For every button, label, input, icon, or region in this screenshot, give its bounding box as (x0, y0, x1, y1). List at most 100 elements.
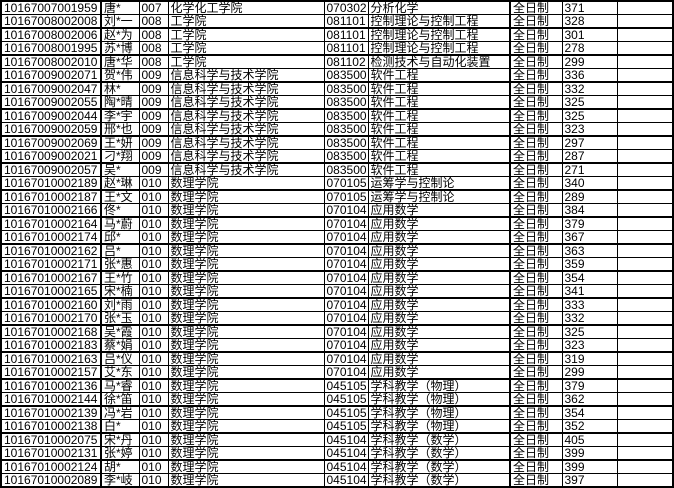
cell-major-name: 应用数学 (367, 351, 511, 366)
cell-id: 10167009002055 (0, 95, 102, 110)
cell-major-name: 应用数学 (367, 284, 511, 299)
cell-note (616, 27, 674, 42)
cell-note (616, 297, 674, 312)
cell-dept-name: 信息科学与技术学院 (167, 81, 325, 96)
cell-score: 325 (561, 95, 618, 110)
cell-name: 徐*笛 (100, 392, 140, 407)
cell-name: 邢*也 (100, 122, 140, 137)
cell-major-code: 070104 (323, 351, 369, 366)
cell-major-name: 学科教学（数学） (367, 446, 511, 461)
cell-score: 397 (561, 473, 618, 488)
cell-score: 379 (561, 378, 618, 393)
cell-score: 359 (561, 257, 618, 272)
cell-dept-code: 010 (138, 230, 169, 245)
cell-id: 10167009002069 (0, 135, 102, 150)
cell-id: 10167008002008 (0, 14, 102, 29)
cell-score: 323 (561, 338, 618, 353)
cell-dept-code: 010 (138, 419, 169, 434)
cell-study-mode: 全日制 (509, 122, 563, 137)
cell-study-mode: 全日制 (509, 257, 563, 272)
cell-major-name: 应用数学 (367, 338, 511, 353)
cell-dept-code: 010 (138, 189, 169, 204)
cell-study-mode: 全日制 (509, 284, 563, 299)
cell-note (616, 419, 674, 434)
cell-dept-code: 009 (138, 149, 169, 164)
cell-major-name: 应用数学 (367, 365, 511, 380)
cell-score: 354 (561, 405, 618, 420)
cell-dept-code: 009 (138, 108, 169, 123)
cell-major-name: 学科教学（数学） (367, 473, 511, 488)
cell-study-mode: 全日制 (509, 446, 563, 461)
cell-dept-code: 010 (138, 338, 169, 353)
cell-note (616, 459, 674, 474)
cell-dept-code: 010 (138, 203, 169, 218)
cell-id: 10167010002131 (0, 446, 102, 461)
cell-note (616, 405, 674, 420)
cell-major-code: 045105 (323, 419, 369, 434)
cell-study-mode: 全日制 (509, 189, 563, 204)
cell-major-name: 应用数学 (367, 216, 511, 231)
cell-major-code: 081101 (323, 41, 369, 56)
cell-id: 10167010002166 (0, 203, 102, 218)
cell-name: 李*宇 (100, 108, 140, 123)
cell-id: 10167009002059 (0, 122, 102, 137)
cell-study-mode: 全日制 (509, 149, 563, 164)
table-row: 10167009002059 邢*也 009 信息科学与技术学院 083500 软件工程全… (0, 122, 674, 137)
cell-major-code: 083500 (323, 108, 369, 123)
cell-name: 刁*翔 (100, 149, 140, 164)
cell-dept-code: 010 (138, 351, 169, 366)
cell-dept-code: 010 (138, 243, 169, 258)
cell-score: 352 (561, 419, 618, 434)
cell-study-mode: 全日制 (509, 14, 563, 29)
cell-dept-code: 010 (138, 324, 169, 339)
cell-major-code: 083500 (323, 81, 369, 96)
cell-dept-name: 信息科学与技术学院 (167, 95, 325, 110)
cell-score: 371 (561, 0, 618, 15)
table-row: 10167010002138 白* 010 数理学院 045105 学科教学（物理） 全日制… (0, 419, 674, 434)
cell-id: 10167010002139 (0, 405, 102, 420)
cell-note (616, 284, 674, 299)
cell-major-name: 应用数学 (367, 257, 511, 272)
cell-major-code: 045104 (323, 432, 369, 447)
cell-major-code: 070104 (323, 203, 369, 218)
cell-note (616, 365, 674, 380)
cell-dept-code: 010 (138, 311, 169, 326)
cell-major-code: 070104 (323, 311, 369, 326)
cell-name: 张*玉 (100, 311, 140, 326)
cell-study-mode: 全日制 (509, 176, 563, 191)
cell-major-name: 软件工程 (367, 135, 511, 150)
cell-dept-code: 008 (138, 41, 169, 56)
cell-score: 299 (561, 365, 618, 380)
cell-major-name: 应用数学 (367, 324, 511, 339)
cell-score: 301 (561, 27, 618, 42)
cell-major-code: 070302 (323, 0, 369, 15)
cell-dept-code: 010 (138, 297, 169, 312)
cell-major-name: 软件工程 (367, 108, 511, 123)
cell-name: 李*岐 (100, 473, 140, 488)
cell-dept-name: 信息科学与技术学院 (167, 68, 325, 83)
cell-note (616, 41, 674, 56)
table-row: 10167010002157 艾*东 010 数理学院 070104 应用数学 全日制 299 (0, 365, 674, 380)
cell-study-mode: 全日制 (509, 68, 563, 83)
cell-dept-code: 010 (138, 405, 169, 420)
cell-dept-code: 009 (138, 81, 169, 96)
cell-study-mode: 全日制 (509, 27, 563, 42)
table-row: 10167010002187 王*文 010 数理学院 070105 运筹学与控制论 全日制… (0, 189, 674, 204)
cell-study-mode: 全日制 (509, 459, 563, 474)
cell-study-mode: 全日制 (509, 216, 563, 231)
cell-name: 王*竹 (100, 270, 140, 285)
table-row: 10167010002144 徐*笛 010 数理学院 045105 学科教学（物理） 全日… (0, 392, 674, 407)
cell-id: 10167010002157 (0, 365, 102, 380)
cell-note (616, 311, 674, 326)
table-row: 10167010002168 吴*霞 010 数理学院 070104 应用数学 全日制 325 (0, 324, 674, 339)
cell-dept-name: 信息科学与技术学院 (167, 149, 325, 164)
cell-dept-name: 信息科学与技术学院 (167, 108, 325, 123)
cell-name: 王*妍 (100, 135, 140, 150)
cell-major-name: 控制理论与控制工程 (367, 27, 511, 42)
cell-id: 10167010002075 (0, 432, 102, 447)
cell-major-name: 应用数学 (367, 311, 511, 326)
cell-major-name: 学科教学（物理） (367, 378, 511, 393)
cell-dept-code: 010 (138, 459, 169, 474)
cell-dept-name: 信息科学与技术学院 (167, 135, 325, 150)
cell-note (616, 216, 674, 231)
